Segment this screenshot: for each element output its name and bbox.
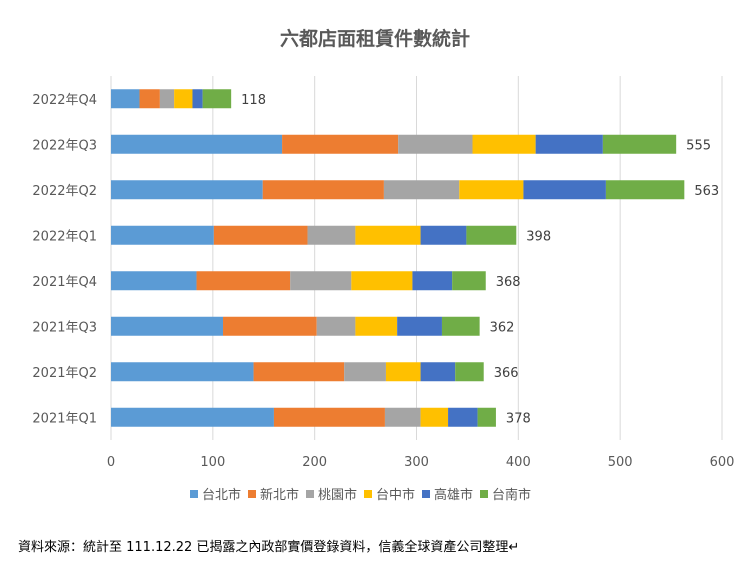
data-label-total: 378 xyxy=(506,411,531,426)
bar-segment-高雄市 xyxy=(412,271,453,291)
legend-label: 台北市 xyxy=(202,487,241,503)
legend-label: 新北市 xyxy=(260,487,299,503)
x-tick-label: 0 xyxy=(107,455,115,470)
x-tick-label: 100 xyxy=(200,455,225,470)
bar-segment-桃園市 xyxy=(383,180,460,200)
bar-segment-桃園市 xyxy=(159,89,175,109)
legend-label: 台中市 xyxy=(376,487,415,503)
bar-segment-台北市 xyxy=(111,271,197,291)
data-label-total: 398 xyxy=(526,229,551,244)
x-tick-label: 500 xyxy=(608,455,633,470)
bar-segment-台中市 xyxy=(174,89,193,109)
legend-swatch xyxy=(306,490,314,498)
bar-segment-桃園市 xyxy=(290,271,352,291)
legend-swatch xyxy=(422,490,430,498)
bar-segment-台南市 xyxy=(202,89,232,109)
bar-segment-新北市 xyxy=(196,271,291,291)
bar-segment-新北市 xyxy=(223,316,317,336)
bar-segment-台北市 xyxy=(111,407,274,427)
y-category-label: 2022年Q4 xyxy=(32,93,97,108)
bar-segment-桃園市 xyxy=(344,362,386,382)
bar-segment-高雄市 xyxy=(420,362,456,382)
data-label-total: 362 xyxy=(490,320,515,335)
bar-segment-高雄市 xyxy=(523,180,606,200)
bar-segment-高雄市 xyxy=(535,134,603,154)
bar-segment-台北市 xyxy=(111,89,140,109)
y-category-label: 2021年Q2 xyxy=(32,366,97,381)
data-label-total: 555 xyxy=(686,138,711,153)
bar-segment-台南市 xyxy=(455,362,484,382)
legend-label: 高雄市 xyxy=(434,487,473,503)
bar-segment-新北市 xyxy=(273,407,385,427)
x-tick-label: 400 xyxy=(506,455,531,470)
bar-segment-新北市 xyxy=(253,362,345,382)
bar-segment-新北市 xyxy=(213,225,308,245)
legend-label: 台南市 xyxy=(492,487,531,503)
x-tick-label: 200 xyxy=(302,455,327,470)
bar-segment-台北市 xyxy=(111,362,254,382)
bar-segment-台中市 xyxy=(355,316,398,336)
x-tick-label: 300 xyxy=(404,455,429,470)
legend-swatch xyxy=(190,490,198,498)
y-category-label: 2021年Q1 xyxy=(32,411,97,426)
bar-segment-台南市 xyxy=(605,180,685,200)
data-label-total: 118 xyxy=(241,93,266,108)
bar-segment-新北市 xyxy=(262,180,384,200)
bar-segment-台南市 xyxy=(441,316,480,336)
bar-segment-台中市 xyxy=(355,225,421,245)
bar-segment-高雄市 xyxy=(448,407,478,427)
x-tick-label: 600 xyxy=(710,455,735,470)
bar-segment-台中市 xyxy=(385,362,421,382)
y-category-label: 2021年Q4 xyxy=(32,275,97,290)
bar-segment-台南市 xyxy=(452,271,486,291)
bar-segment-桃園市 xyxy=(316,316,356,336)
bar-segment-新北市 xyxy=(282,134,399,154)
y-category-label: 2022年Q1 xyxy=(32,229,97,244)
legend-swatch xyxy=(480,490,488,498)
bar-segment-台南市 xyxy=(602,134,677,154)
bar-segment-高雄市 xyxy=(192,89,203,109)
data-label-total: 368 xyxy=(496,275,521,290)
bar-segment-台北市 xyxy=(111,180,263,200)
legend-swatch xyxy=(248,490,256,498)
bar-segment-台中市 xyxy=(472,134,536,154)
y-category-label: 2021年Q3 xyxy=(32,320,97,335)
bar-segment-高雄市 xyxy=(397,316,442,336)
chart-title: 六都店面租賃件數統計 xyxy=(279,28,470,50)
bar-segment-新北市 xyxy=(139,89,160,109)
bar-segment-桃園市 xyxy=(398,134,473,154)
y-category-label: 2022年Q2 xyxy=(32,184,97,199)
bar-segment-台中市 xyxy=(459,180,524,200)
bar-segment-桃園市 xyxy=(384,407,421,427)
bar-segment-高雄市 xyxy=(420,225,467,245)
data-label-total: 563 xyxy=(694,184,719,199)
legend-label: 桃園市 xyxy=(318,487,357,503)
source-note: 資料來源：統計至 111.12.22 已揭露之內政部實價登錄資料，信義全球資產公… xyxy=(18,540,520,555)
bar-segment-台北市 xyxy=(111,316,224,336)
bar-segment-台南市 xyxy=(466,225,517,245)
legend-swatch xyxy=(364,490,372,498)
bar-segment-桃園市 xyxy=(307,225,356,245)
bar-segment-台中市 xyxy=(420,407,449,427)
bar-segment-台北市 xyxy=(111,134,283,154)
bar-segment-台中市 xyxy=(351,271,413,291)
data-label-total: 366 xyxy=(494,366,519,381)
bar-segment-台南市 xyxy=(477,407,496,427)
bar-segment-台北市 xyxy=(111,225,214,245)
y-category-label: 2022年Q3 xyxy=(32,138,97,153)
